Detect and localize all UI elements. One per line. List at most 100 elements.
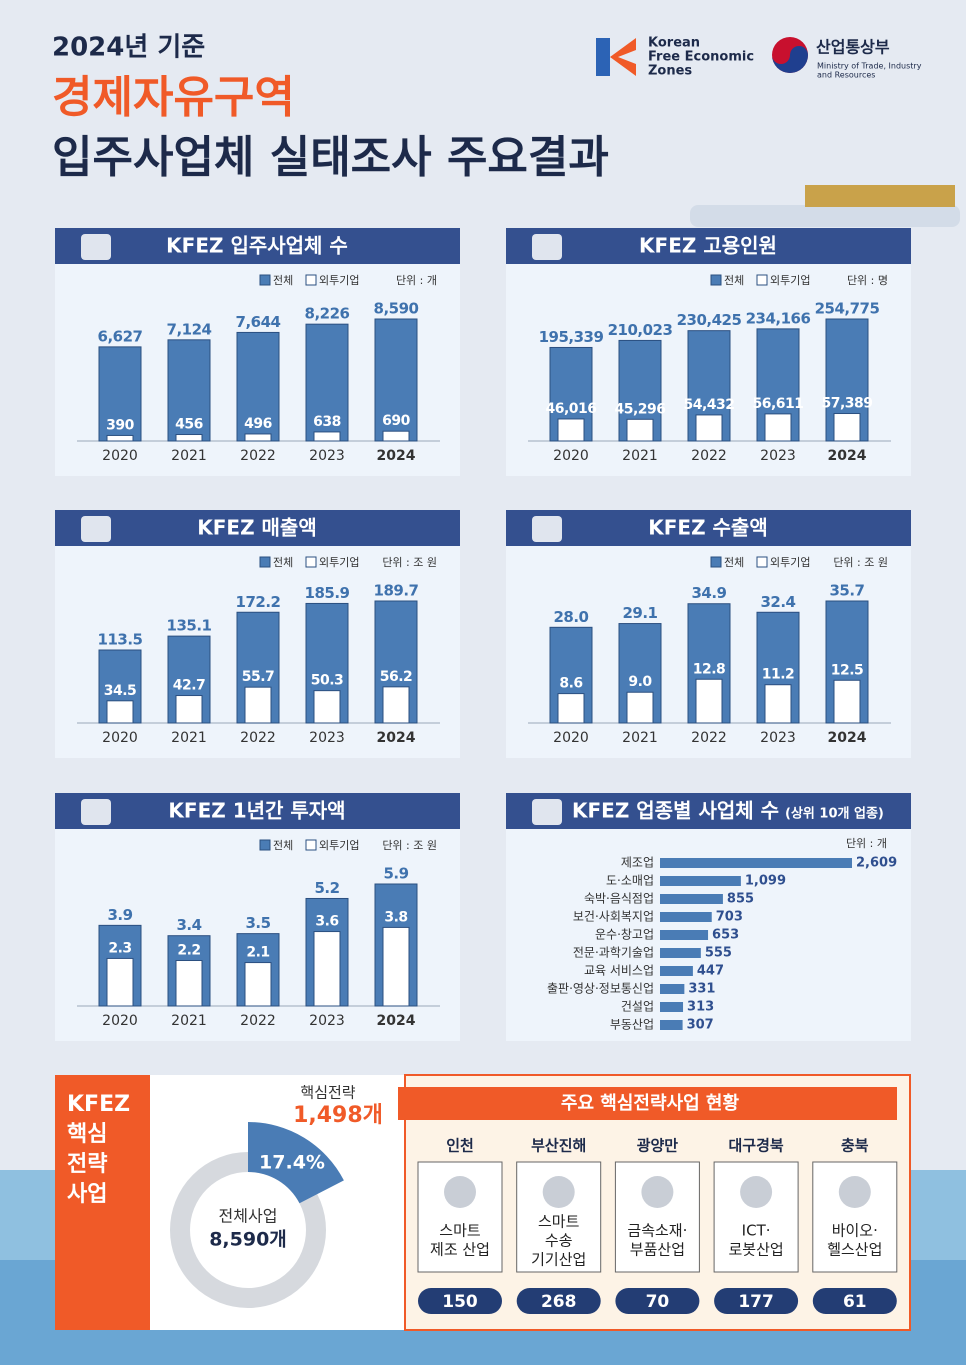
total-count: 8,590개 — [209, 1229, 287, 1251]
value-label: 57,389 — [821, 396, 872, 412]
x-tick-label: 2024 — [377, 448, 416, 464]
legend-swatch — [305, 839, 317, 851]
logo-mark — [596, 38, 610, 76]
legend-label: 전체 — [724, 274, 744, 287]
count: 150 — [442, 1292, 478, 1312]
y-tick-label: 교육 서비스업 — [584, 964, 654, 978]
industry: 금속소재· — [627, 1222, 687, 1240]
title: 경제자유구역 — [52, 72, 295, 123]
bar — [382, 430, 410, 442]
x-tick-label: 2021 — [171, 1013, 207, 1029]
strategy-title: 사업 — [67, 1182, 107, 1207]
region: 인천 — [446, 1137, 474, 1155]
industry: ICT· — [742, 1222, 771, 1240]
donut-wedge — [248, 1122, 344, 1204]
x-tick-label: 2020 — [553, 730, 589, 746]
industry-icon — [542, 1176, 575, 1208]
bar — [557, 418, 585, 442]
bar — [660, 984, 685, 994]
value-label: 447 — [697, 964, 724, 979]
value-label: 12.8 — [693, 661, 726, 677]
y-tick-label: 출판·영상·정보통신업 — [547, 982, 654, 996]
x-tick-label: 2020 — [553, 448, 589, 464]
chart-title: KFEZ 입주사업체 수 — [166, 234, 348, 258]
count-pill — [812, 1288, 897, 1314]
strategy-label-bg — [55, 1075, 150, 1330]
bar — [660, 912, 712, 922]
x-tick-label: 2024 — [828, 730, 867, 746]
y-tick-label: 전문·과학기술업 — [573, 946, 654, 960]
bar — [695, 414, 723, 442]
panel-icon — [532, 516, 562, 542]
legend-label: 외투기업 — [319, 556, 359, 569]
value-label: 7,644 — [236, 313, 281, 331]
logo-text: 산업통상부 — [816, 38, 890, 57]
count-pill — [615, 1288, 700, 1314]
panel-header — [55, 510, 460, 546]
x-tick-label: 2024 — [377, 1013, 416, 1029]
unit: 단위 : 명 — [847, 274, 888, 287]
panel-icon — [81, 234, 111, 260]
emblem — [772, 46, 808, 73]
count: 61 — [843, 1292, 867, 1312]
logo-text: Korean — [648, 36, 700, 51]
bar — [313, 931, 341, 1007]
legend-swatch — [710, 274, 722, 286]
value-label: 555 — [705, 946, 732, 961]
panel-icon — [532, 234, 562, 260]
count-pill — [418, 1288, 502, 1314]
value-label: 307 — [687, 1018, 714, 1033]
legend-label: 전체 — [273, 556, 293, 569]
chart-title: KFEZ 1년간 투자액 — [168, 799, 345, 823]
x-tick-label: 2022 — [240, 730, 276, 746]
bar — [764, 684, 792, 724]
legend-label: 외투기업 — [319, 839, 359, 852]
industry: 제조 산업 — [430, 1241, 490, 1259]
value-label: 2,609 — [856, 856, 897, 871]
bar — [660, 858, 852, 868]
x-tick-label: 2021 — [622, 448, 658, 464]
value-label: 210,023 — [608, 321, 673, 339]
x-tick-label: 2020 — [102, 1013, 138, 1029]
value-label: 50.3 — [311, 673, 344, 689]
value-label: 234,166 — [746, 309, 811, 327]
value-label: 331 — [688, 982, 715, 997]
panel-header — [506, 510, 911, 546]
panel-header — [55, 793, 460, 829]
unit: 단위 : 조 원 — [833, 556, 888, 569]
value-label: 8.6 — [559, 676, 582, 692]
x-tick-label: 2021 — [171, 448, 207, 464]
value-label: 5.9 — [383, 865, 408, 883]
x-tick-label: 2021 — [171, 730, 207, 746]
value-label: 45,296 — [614, 401, 665, 417]
unit: 단위 : 조 원 — [382, 556, 437, 569]
value-label: 2.3 — [108, 940, 131, 956]
industry: 스마트 — [439, 1222, 481, 1240]
bar — [660, 1020, 683, 1030]
bar — [313, 431, 341, 442]
count-pill — [714, 1288, 799, 1314]
x-tick-label: 2023 — [760, 448, 796, 464]
bar — [106, 700, 134, 724]
legend-swatch — [305, 274, 317, 286]
value-label: 11.2 — [762, 667, 795, 683]
region: 광양만 — [637, 1137, 679, 1155]
unit: 단위 : 조 원 — [382, 839, 437, 852]
bar — [764, 413, 792, 442]
value-label: 34.5 — [104, 683, 137, 699]
bar — [833, 679, 861, 724]
value-label: 32.4 — [760, 593, 795, 611]
x-tick-label: 2024 — [377, 730, 416, 746]
bar — [695, 678, 723, 724]
y-tick-label: 도·소매업 — [606, 874, 654, 888]
containers — [805, 185, 955, 207]
value-label: 703 — [716, 910, 743, 925]
bar — [175, 434, 203, 442]
industry: 헬스산업 — [827, 1241, 882, 1259]
strategy-title: 전략 — [67, 1152, 107, 1177]
y-tick-label: 부동산업 — [610, 1018, 654, 1032]
value-label: 56,611 — [752, 396, 803, 412]
bar — [660, 894, 723, 904]
logo-text: Zones — [648, 64, 692, 79]
